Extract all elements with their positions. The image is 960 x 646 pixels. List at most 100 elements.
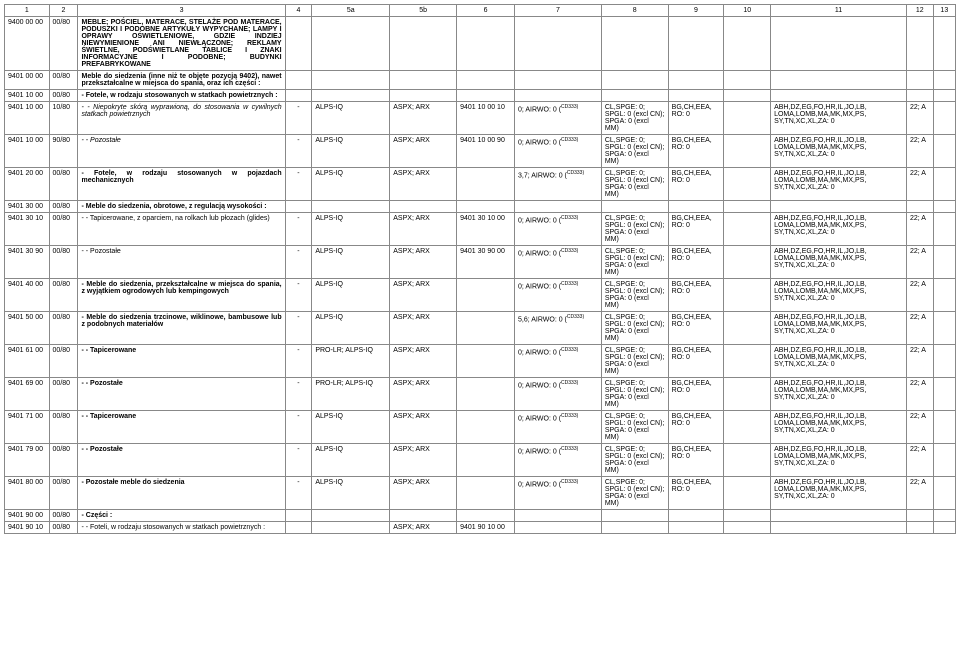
cell-c12	[906, 17, 933, 71]
cell-c13	[933, 17, 955, 71]
cell-c2: 00/80	[49, 522, 78, 534]
cell-c6	[457, 411, 515, 444]
cell-c9	[668, 17, 724, 71]
cell-c7: 0; AIRWO: 0 (CD333)	[514, 279, 601, 312]
table-row: 9401 79 0000/80- - Pozostałe-ALPS-IQASPX…	[5, 444, 956, 477]
cell-c1: 9401 61 00	[5, 345, 50, 378]
cell-c13	[933, 246, 955, 279]
cell-c12: 22; A	[906, 312, 933, 345]
cell-c11: ABH,DZ,EG,FO,HR,IL,JO,LB, LOMA,LOMB,MA,M…	[771, 213, 907, 246]
cell-c10	[724, 477, 771, 510]
cell-c6	[457, 279, 515, 312]
cell-c10	[724, 510, 771, 522]
cell-c4	[285, 90, 312, 102]
cell-c4	[285, 201, 312, 213]
cell-c1: 9401 30 10	[5, 213, 50, 246]
cell-c6	[457, 378, 515, 411]
cell-c6: 9401 90 10 00	[457, 522, 515, 534]
cell-c10	[724, 522, 771, 534]
cell-c5b	[390, 90, 457, 102]
column-header: 3	[78, 5, 285, 17]
table-row: 9401 50 0000/80- Meble do siedzenia trzc…	[5, 312, 956, 345]
cell-c12	[906, 510, 933, 522]
cell-c8: CL,SPGE: 0; SPGL: 0 (excl CN); SPGA: 0 (…	[601, 345, 668, 378]
column-header: 4	[285, 5, 312, 17]
cell-c5b: ASPX; ARX	[390, 279, 457, 312]
cell-c12: 22; A	[906, 411, 933, 444]
cell-c2: 00/80	[49, 279, 78, 312]
cell-c3: - - Foteli, w rodzaju stosowanych w stat…	[78, 522, 285, 534]
cell-c9: BG,CH,EEA, RO: 0	[668, 378, 724, 411]
cell-c6	[457, 444, 515, 477]
cell-c5a: ALPS-IQ	[312, 102, 390, 135]
cell-c3: - Meble do siedzenia, obrotowe, z regula…	[78, 201, 285, 213]
cell-c5b	[390, 510, 457, 522]
cell-c5b: ASPX; ARX	[390, 312, 457, 345]
cell-c5b: ASPX; ARX	[390, 378, 457, 411]
cell-c5a: PRO-LR; ALPS-IQ	[312, 345, 390, 378]
cell-c5a: ALPS-IQ	[312, 279, 390, 312]
cell-c3: - - Tapicerowane	[78, 345, 285, 378]
cell-c3: - Fotele, w rodzaju stosowanych w pojazd…	[78, 168, 285, 201]
cell-c2: 00/80	[49, 378, 78, 411]
column-header: 13	[933, 5, 955, 17]
cell-c3: - - Pozostałe	[78, 246, 285, 279]
cell-c1: 9401 20 00	[5, 168, 50, 201]
cell-c1: 9401 50 00	[5, 312, 50, 345]
cell-c5b: ASPX; ARX	[390, 444, 457, 477]
cell-c1: 9401 10 00	[5, 90, 50, 102]
table-row: 9401 00 0000/80Meble do siedzenia (inne …	[5, 71, 956, 90]
cell-c13	[933, 279, 955, 312]
cell-c5a: ALPS-IQ	[312, 246, 390, 279]
cell-c5b: ASPX; ARX	[390, 246, 457, 279]
cell-c8: CL,SPGE: 0; SPGL: 0 (excl CN); SPGA: 0 (…	[601, 312, 668, 345]
cell-c3: - Meble do siedzenia trzcinowe, wiklinow…	[78, 312, 285, 345]
cell-c1: 9401 90 00	[5, 510, 50, 522]
cell-c2: 00/80	[49, 477, 78, 510]
cell-c11: ABH,DZ,EG,FO,HR,IL,JO,LB, LOMA,LOMB,MA,M…	[771, 246, 907, 279]
table-row: 9401 69 0000/80- - Pozostałe-PRO-LR; ALP…	[5, 378, 956, 411]
cell-c6: 9401 30 90 00	[457, 246, 515, 279]
cell-c7: 0; AIRWO: 0 (CD333)	[514, 135, 601, 168]
cell-c4: -	[285, 444, 312, 477]
cell-c8: CL,SPGE: 0; SPGL: 0 (excl CN); SPGA: 0 (…	[601, 102, 668, 135]
cell-c5b: ASPX; ARX	[390, 135, 457, 168]
cell-c5b: ASPX; ARX	[390, 345, 457, 378]
cell-c7: 0; AIRWO: 0 (CD333)	[514, 477, 601, 510]
column-header: 6	[457, 5, 515, 17]
column-header: 10	[724, 5, 771, 17]
cell-c4: -	[285, 477, 312, 510]
column-header: 9	[668, 5, 724, 17]
cell-c8: CL,SPGE: 0; SPGL: 0 (excl CN); SPGA: 0 (…	[601, 135, 668, 168]
cell-c8: CL,SPGE: 0; SPGL: 0 (excl CN); SPGA: 0 (…	[601, 444, 668, 477]
table-row: 9401 30 9000/80- - Pozostałe-ALPS-IQASPX…	[5, 246, 956, 279]
cell-c12: 22; A	[906, 477, 933, 510]
cell-c4	[285, 510, 312, 522]
cell-c12	[906, 522, 933, 534]
cell-c7: 5,6; AIRWO: 0 (CD333)	[514, 312, 601, 345]
cell-c4: -	[285, 168, 312, 201]
cell-c5a: ALPS-IQ	[312, 411, 390, 444]
column-header: 5b	[390, 5, 457, 17]
cell-c6	[457, 17, 515, 71]
cell-c3: - Fotele, w rodzaju stosowanych w statka…	[78, 90, 285, 102]
table-row: 9401 30 1000/80- - Tapicerowane, z oparc…	[5, 213, 956, 246]
cell-c10	[724, 213, 771, 246]
cell-c9: BG,CH,EEA, RO: 0	[668, 213, 724, 246]
cell-c5b	[390, 71, 457, 90]
cell-c6	[457, 477, 515, 510]
cell-c5a: ALPS-IQ	[312, 168, 390, 201]
cell-c12	[906, 71, 933, 90]
table-row: 9401 20 0000/80- Fotele, w rodzaju stoso…	[5, 168, 956, 201]
cell-c1: 9401 00 00	[5, 71, 50, 90]
cell-c10	[724, 246, 771, 279]
cell-c8: CL,SPGE: 0; SPGL: 0 (excl CN); SPGA: 0 (…	[601, 477, 668, 510]
cell-c7	[514, 71, 601, 90]
cell-c12: 22; A	[906, 378, 933, 411]
cell-c3: - - Pozostałe	[78, 378, 285, 411]
cell-c4	[285, 17, 312, 71]
cell-c5b: ASPX; ARX	[390, 522, 457, 534]
cell-c3: - - Tapicerowane	[78, 411, 285, 444]
cell-c5a: ALPS-IQ	[312, 444, 390, 477]
cell-c8	[601, 201, 668, 213]
